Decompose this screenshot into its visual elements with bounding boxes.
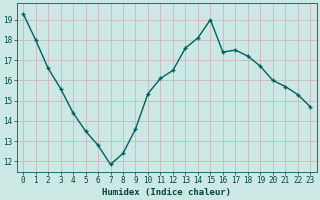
X-axis label: Humidex (Indice chaleur): Humidex (Indice chaleur) <box>102 188 231 197</box>
